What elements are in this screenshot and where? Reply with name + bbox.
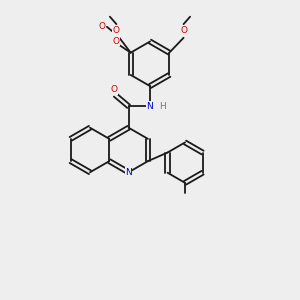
Text: O: O xyxy=(112,37,119,46)
Text: N: N xyxy=(125,168,132,177)
Text: O: O xyxy=(110,85,117,94)
Text: O: O xyxy=(180,26,187,35)
Text: O: O xyxy=(113,26,120,35)
Text: N: N xyxy=(147,102,153,111)
Text: H: H xyxy=(159,102,166,111)
Text: O: O xyxy=(98,22,105,31)
